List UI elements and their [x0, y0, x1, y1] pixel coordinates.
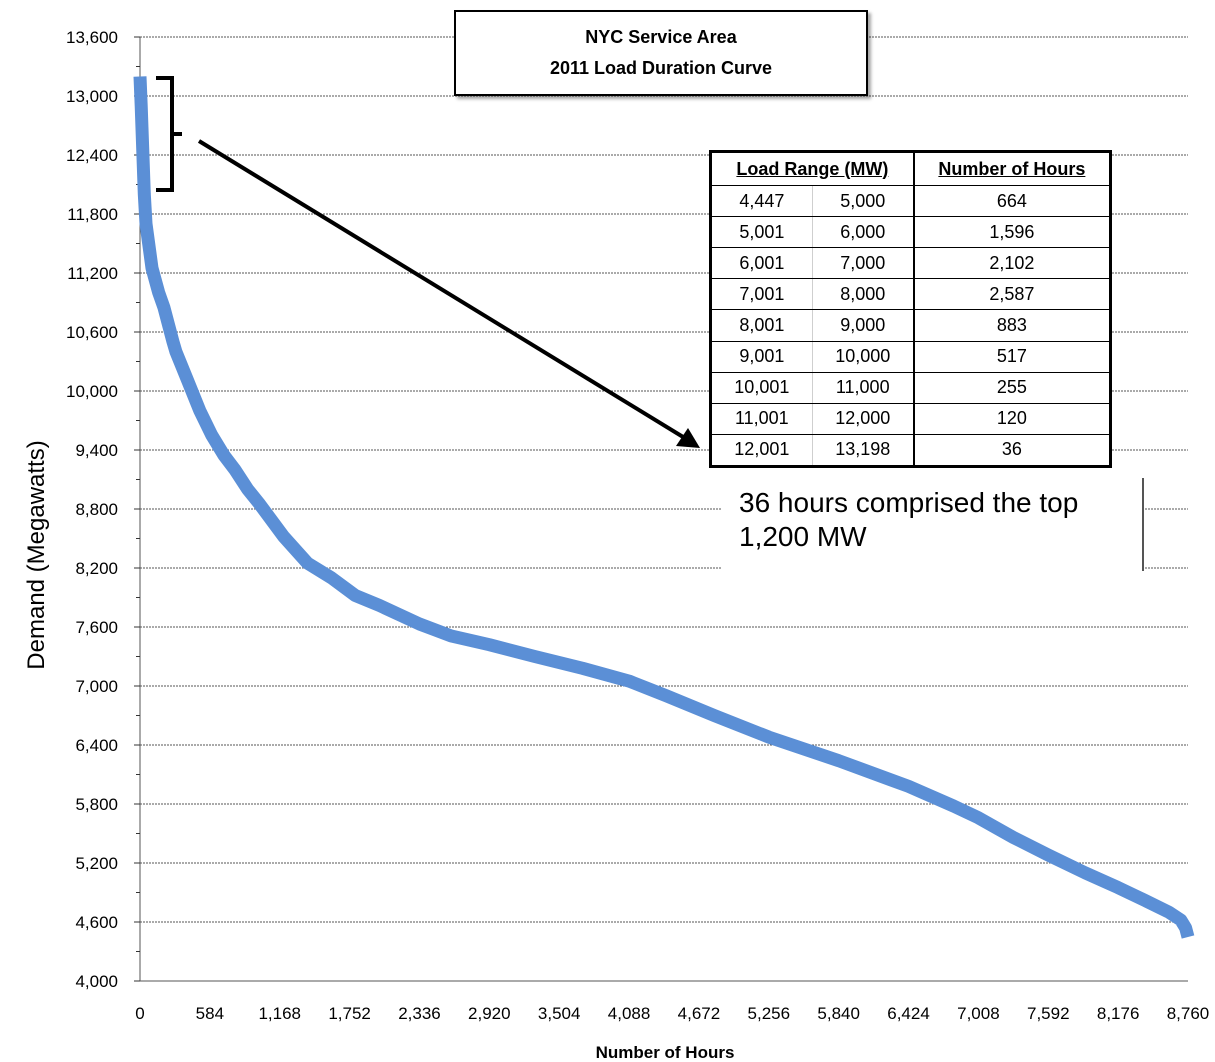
y-tick-label: 7,600: [75, 618, 118, 637]
range-high-cell: 11,000: [811, 371, 915, 404]
hours-cell: 36: [913, 433, 1110, 467]
chart-subtitle: 2011 Load Duration Curve: [549, 58, 773, 78]
x-tick-label: 0: [135, 1004, 144, 1023]
y-tick-label: 9,400: [75, 441, 118, 460]
x-tick-label: 5,840: [817, 1004, 860, 1023]
y-tick-label: 5,800: [75, 795, 118, 814]
hours-cell: 517: [913, 340, 1110, 373]
range-low-cell: 7,001: [711, 278, 813, 311]
y-tick-label: 10,600: [66, 323, 118, 342]
y-tick-label: 10,000: [66, 382, 118, 401]
series-group: [133, 76, 1195, 939]
range-low-cell: 12,001: [711, 433, 813, 467]
x-tick-label: 3,504: [538, 1004, 581, 1023]
table-row: 4,447 5,000 664: [711, 184, 1110, 218]
y-tick-label: 4,600: [75, 913, 118, 932]
chart-title: NYC Service Area: [585, 27, 737, 47]
annotation-note: 36 hours comprised the top 1,200 MW: [722, 478, 1144, 571]
y-axis-ticks: 4,000 4,600 5,200 5,800 6,400 7,000 7,600 8,200…: [66, 28, 140, 991]
table-row: 12,001 13,198 36: [711, 433, 1110, 467]
range-low-cell: 10,001: [711, 371, 813, 404]
range-high-cell: 8,000: [811, 278, 915, 311]
range-low-cell: 6,001: [711, 247, 813, 280]
pointer-arrow: [197, 139, 700, 448]
y-tick-label: 5,200: [75, 854, 118, 873]
table-row: 10,001 11,000 255: [711, 371, 1110, 404]
y-tick-label: 11,800: [67, 205, 118, 224]
x-tick-label: 7,008: [957, 1004, 1000, 1023]
range-low-cell: 8,001: [711, 309, 813, 342]
y-tick-label: 7,000: [75, 677, 118, 696]
table-row: 9,001 10,000 517: [711, 340, 1110, 373]
y-tick-label: 11,200: [67, 264, 118, 283]
y-tick-label: 13,000: [66, 87, 118, 106]
range-high-cell: 9,000: [811, 309, 915, 342]
y-axis-title: Demand (Megawatts): [23, 440, 50, 669]
x-tick-label: 1,752: [328, 1004, 371, 1023]
hours-cell: 2,102: [913, 247, 1110, 280]
range-high-cell: 12,000: [811, 402, 915, 435]
y-tick-label: 8,800: [75, 500, 118, 519]
range-high-cell: 6,000: [811, 216, 915, 249]
hours-cell: 664: [913, 184, 1110, 218]
chart-title-box: NYC Service Area 2011 Load Duration Curv…: [454, 10, 868, 96]
bracket-marker: [156, 76, 182, 192]
x-axis-ticks: 0 584 1,168 1,752 2,336 2,920 3,504 4,088 4,672 5…: [135, 1004, 1209, 1023]
x-tick-label: 584: [196, 1004, 224, 1023]
x-tick-label: 2,920: [468, 1004, 511, 1023]
range-high-cell: 7,000: [811, 247, 915, 280]
x-axis-title: Number of Hours: [596, 1043, 735, 1062]
range-high-cell: 13,198: [811, 433, 915, 467]
load-range-table: Load Range (MW) Number of Hours 4,447 5,0…: [709, 150, 1112, 468]
y-tick-label: 6,400: [75, 736, 118, 755]
table-row: 8,001 9,000 883: [711, 309, 1110, 342]
x-tick-label: 5,256: [748, 1004, 791, 1023]
table-row: 6,001 7,000 2,102: [711, 247, 1110, 280]
x-tick-label: 2,336: [398, 1004, 441, 1023]
y-tick-label: 4,000: [75, 972, 118, 991]
range-low-cell: 9,001: [711, 340, 813, 373]
x-tick-label: 1,168: [258, 1004, 301, 1023]
y-tick-label: 8,200: [75, 559, 118, 578]
load-range-header: Load Range (MW): [710, 152, 915, 186]
table-row: 7,001 8,000 2,587: [711, 278, 1110, 311]
hours-cell: 883: [913, 309, 1110, 342]
hours-cell: 255: [913, 371, 1110, 404]
range-low-cell: 5,001: [711, 216, 813, 249]
table-row: 5,001 6,000 1,596: [711, 216, 1110, 249]
table-row: 11,001 12,000 120: [711, 402, 1110, 435]
hours-header: Number of Hours: [913, 152, 1110, 186]
x-tick-label: 4,672: [678, 1004, 721, 1023]
x-tick-label: 6,424: [887, 1004, 930, 1023]
x-tick-label: 8,760: [1167, 1004, 1210, 1023]
hours-cell: 1,596: [913, 216, 1110, 249]
range-high-cell: 5,000: [811, 184, 915, 218]
hours-cell: 120: [913, 402, 1110, 435]
load-duration-curve: [133, 76, 1195, 939]
y-tick-label: 13,600: [66, 28, 118, 47]
hours-cell: 2,587: [913, 278, 1110, 311]
range-high-cell: 10,000: [811, 340, 915, 373]
table-header-row: Load Range (MW) Number of Hours: [710, 152, 1110, 186]
range-low-cell: 11,001: [711, 402, 813, 435]
x-tick-label: 4,088: [608, 1004, 651, 1023]
y-tick-label: 12,400: [66, 146, 118, 165]
x-tick-label: 7,592: [1027, 1004, 1070, 1023]
x-tick-label: 8,176: [1097, 1004, 1140, 1023]
range-low-cell: 4,447: [711, 184, 813, 218]
annotation-text: 36 hours comprised the top 1,200 MW: [739, 487, 1079, 552]
